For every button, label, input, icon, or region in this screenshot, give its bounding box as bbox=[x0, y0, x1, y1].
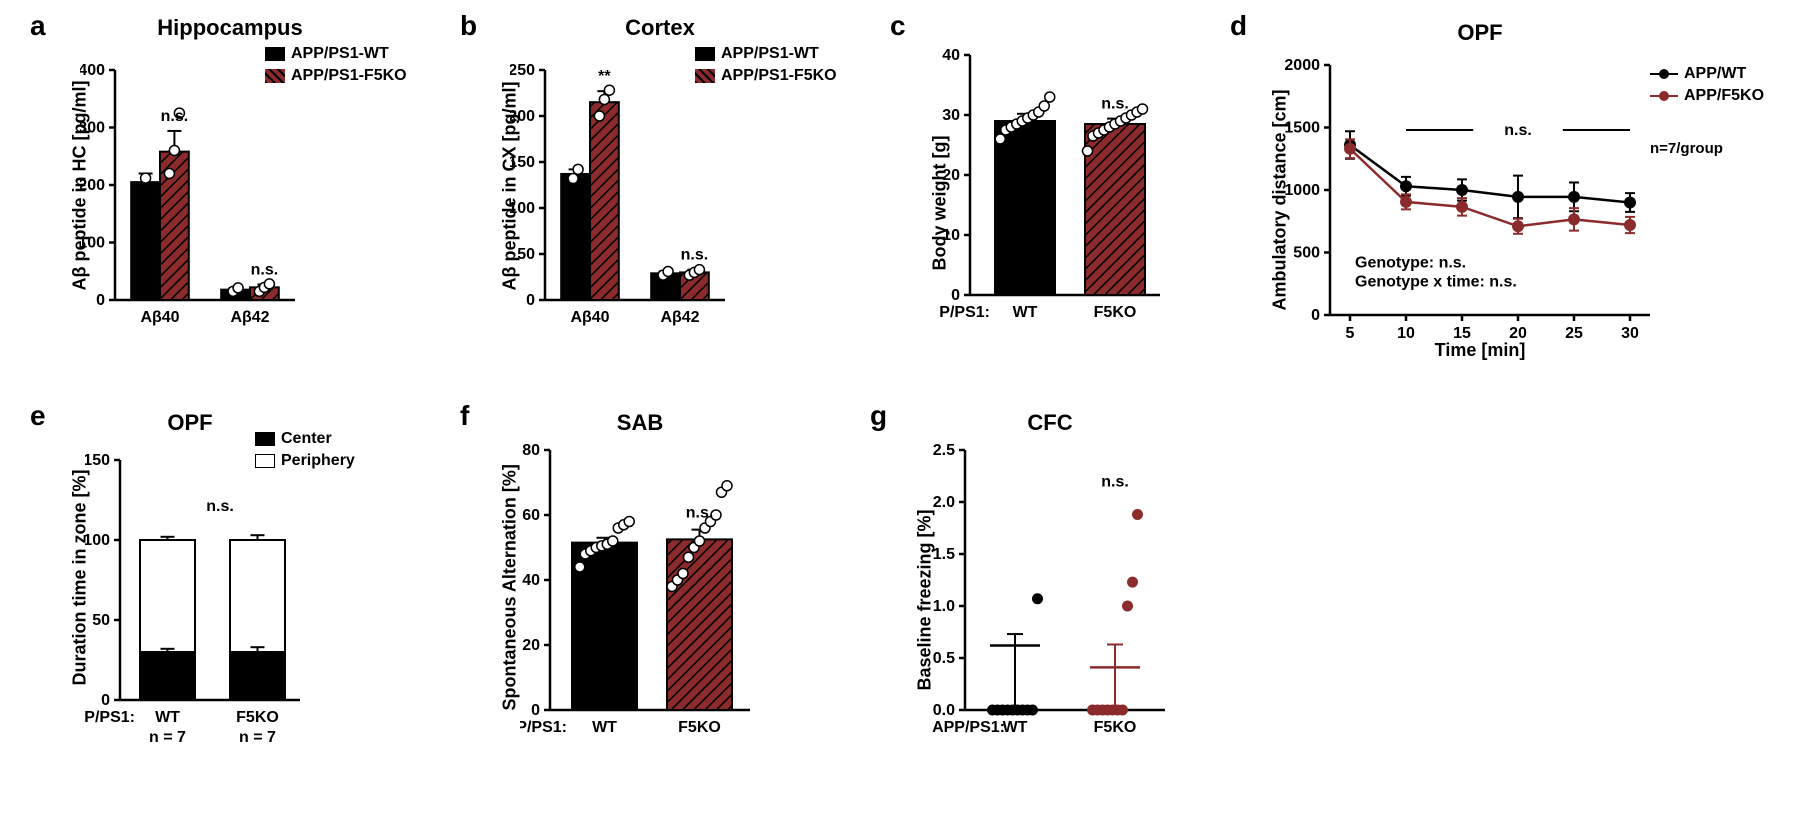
svg-text:F5KO: F5KO bbox=[678, 719, 721, 736]
svg-text:0: 0 bbox=[101, 692, 110, 709]
svg-text:APP/PS1:: APP/PS1: bbox=[520, 719, 567, 736]
svg-text:100: 100 bbox=[80, 235, 105, 252]
chart-b: 0 50 100 150 200 250 Aβ40 ** Aβ42 n.s. bbox=[510, 50, 890, 350]
svg-text:0: 0 bbox=[531, 702, 540, 719]
svg-text:F5KO: F5KO bbox=[236, 709, 279, 726]
panel-c: c Body weight [g] 010203040WTF5KOAPP/PS1… bbox=[890, 10, 1210, 340]
svg-text:1.5: 1.5 bbox=[933, 546, 955, 563]
svg-text:F5KO: F5KO bbox=[1094, 304, 1137, 321]
svg-text:40: 40 bbox=[942, 47, 960, 64]
svg-text:15: 15 bbox=[1453, 325, 1471, 342]
svg-text:n = 7: n = 7 bbox=[239, 729, 276, 746]
svg-text:250: 250 bbox=[510, 62, 535, 79]
svg-text:20: 20 bbox=[1509, 325, 1527, 342]
panel-a-title: Hippocampus bbox=[130, 15, 330, 41]
svg-text:0.0: 0.0 bbox=[933, 702, 955, 719]
svg-text:400: 400 bbox=[80, 62, 105, 79]
chart-f: 0 20 40 60 80 WT F5KO APP/PS1: n.s. bbox=[520, 430, 820, 770]
svg-text:**: ** bbox=[598, 68, 611, 85]
svg-text:80: 80 bbox=[522, 442, 540, 459]
svg-text:50: 50 bbox=[517, 246, 535, 263]
legend-label: APP/F5KO bbox=[1684, 87, 1764, 105]
svg-text:500: 500 bbox=[1293, 245, 1320, 262]
svg-text:Aβ42: Aβ42 bbox=[660, 309, 699, 326]
svg-text:100: 100 bbox=[85, 532, 110, 549]
svg-text:60: 60 bbox=[522, 507, 540, 524]
chart-g: 0.0 0.5 1.0 1.5 2.0 2.5 WT F5KO APP/PS1: n.s. bbox=[930, 430, 1220, 770]
svg-text:25: 25 bbox=[1565, 325, 1583, 342]
svg-text:n.s.: n.s. bbox=[1101, 96, 1129, 113]
svg-text:200: 200 bbox=[80, 177, 105, 194]
panel-d: d OPF Ambulatory distance [cm] Time [min… bbox=[1230, 10, 1790, 370]
panel-f-label: f bbox=[460, 400, 469, 432]
svg-text:5: 5 bbox=[1346, 325, 1355, 342]
svg-text:0: 0 bbox=[1311, 307, 1320, 324]
panel-b: b Cortex Aβ peptide in CX [pg/ml] APP/PS… bbox=[460, 10, 860, 340]
chart-a: 0 100 200 300 400 Aβ40 n.s. Aβ42 n.s. bbox=[80, 50, 460, 350]
svg-text:20: 20 bbox=[522, 637, 540, 654]
svg-text:200: 200 bbox=[510, 108, 535, 125]
panel-e-label: e bbox=[30, 400, 46, 432]
svg-text:30: 30 bbox=[942, 107, 960, 124]
svg-text:1500: 1500 bbox=[1285, 120, 1320, 137]
panel-c-label: c bbox=[890, 10, 906, 42]
svg-text:30: 30 bbox=[1621, 325, 1639, 342]
svg-text:150: 150 bbox=[85, 452, 110, 469]
panel-e: e OPF Duration time in zone [%] Center P… bbox=[30, 400, 430, 780]
svg-text:40: 40 bbox=[522, 572, 540, 589]
svg-text:Genotype: n.s.: Genotype: n.s. bbox=[1355, 255, 1466, 272]
svg-text:WT: WT bbox=[1003, 719, 1028, 736]
svg-text:Genotype x time: n.s.: Genotype x time: n.s. bbox=[1355, 273, 1517, 290]
svg-text:Aβ42: Aβ42 bbox=[230, 309, 269, 326]
svg-text:n = 7: n = 7 bbox=[149, 729, 186, 746]
svg-text:APP/PS1:: APP/PS1: bbox=[932, 719, 1005, 736]
svg-text:n.s.: n.s. bbox=[686, 505, 714, 522]
svg-text:APP/PS1:: APP/PS1: bbox=[85, 709, 135, 726]
chart-d: 0 500 1000 1500 2000 5 10 15 20 25 30 n.s. Genotype:… bbox=[1285, 50, 1695, 350]
svg-text:n.s.: n.s. bbox=[251, 261, 279, 278]
svg-text:50: 50 bbox=[92, 612, 110, 629]
svg-text:Aβ40: Aβ40 bbox=[570, 309, 609, 326]
panel-a: a Hippocampus Aβ peptide in HC [pg/ml] A… bbox=[30, 10, 430, 340]
svg-text:2.5: 2.5 bbox=[933, 442, 955, 459]
svg-text:0: 0 bbox=[96, 292, 105, 309]
svg-text:WT: WT bbox=[1013, 304, 1038, 321]
svg-text:WT: WT bbox=[155, 709, 180, 726]
chart-e: 0 50 100 150 WT n = 7 F5KO n = 7 APP/PS1: n.s. bbox=[85, 430, 405, 780]
panel-d-title: OPF bbox=[1380, 20, 1580, 46]
svg-text:n.s.: n.s. bbox=[1101, 473, 1129, 490]
panel-g-label: g bbox=[870, 400, 887, 432]
svg-text:n.s.: n.s. bbox=[1504, 122, 1532, 139]
svg-text:20: 20 bbox=[942, 167, 960, 184]
svg-text:10: 10 bbox=[1397, 325, 1415, 342]
svg-text:n.s.: n.s. bbox=[206, 498, 234, 515]
svg-text:0.5: 0.5 bbox=[933, 650, 955, 667]
svg-text:1000: 1000 bbox=[1285, 182, 1320, 199]
chart-c: 0 10 20 30 40 WT F5KO APP/PS1: n.s. bbox=[940, 40, 1220, 350]
svg-text:n.s.: n.s. bbox=[161, 108, 189, 125]
svg-text:150: 150 bbox=[510, 154, 535, 171]
svg-text:WT: WT bbox=[592, 719, 617, 736]
svg-text:2000: 2000 bbox=[1285, 57, 1320, 74]
panel-b-label: b bbox=[460, 10, 477, 42]
svg-text:1.0: 1.0 bbox=[933, 598, 955, 615]
svg-text:10: 10 bbox=[942, 227, 960, 244]
svg-text:0: 0 bbox=[951, 287, 960, 304]
svg-text:2.0: 2.0 bbox=[933, 494, 955, 511]
panel-b-title: Cortex bbox=[560, 15, 760, 41]
svg-text:300: 300 bbox=[80, 120, 105, 137]
svg-text:100: 100 bbox=[510, 200, 535, 217]
panel-g: g CFC Baseline freezing [%] 0.00.51.01.5… bbox=[870, 400, 1230, 780]
panel-a-label: a bbox=[30, 10, 46, 42]
svg-text:n.s.: n.s. bbox=[681, 247, 709, 264]
panel-f: f SAB Spontaneous Alternation [%] 020406… bbox=[460, 400, 840, 780]
panel-d-label: d bbox=[1230, 10, 1247, 42]
svg-text:F5KO: F5KO bbox=[1094, 719, 1137, 736]
panel-f-ylabel: Spontaneous Alternation [%] bbox=[500, 451, 521, 711]
svg-text:APP/PS1:: APP/PS1: bbox=[940, 304, 990, 321]
svg-text:Aβ40: Aβ40 bbox=[140, 309, 179, 326]
svg-text:0: 0 bbox=[526, 292, 535, 309]
